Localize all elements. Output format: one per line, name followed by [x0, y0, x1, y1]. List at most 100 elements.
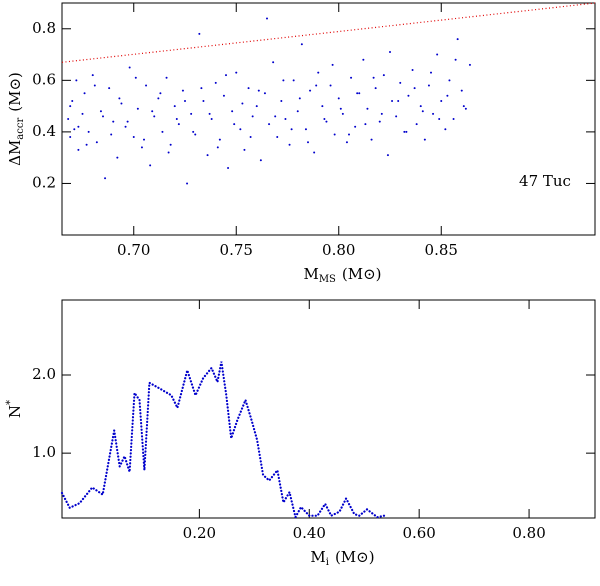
- x-tick-label: 0.75: [220, 241, 253, 259]
- scatter-point: [190, 112, 193, 115]
- scatter-point: [296, 110, 299, 113]
- x-tick-label: 0.80: [512, 524, 545, 542]
- scatter-point: [378, 120, 381, 123]
- scatter-point: [395, 115, 398, 118]
- scatter-point: [331, 63, 334, 66]
- scatter-point: [77, 148, 80, 151]
- label-unit: (M⊙): [335, 548, 375, 566]
- y-tick-label: 2.0: [32, 365, 56, 383]
- scatter-point: [366, 107, 369, 110]
- scatter-point: [198, 32, 201, 35]
- scatter-point: [397, 99, 400, 102]
- label-unit: (M⊙): [6, 72, 24, 112]
- label-main: ΔM: [6, 140, 24, 166]
- scatter-point: [339, 107, 342, 110]
- scatter-point: [241, 102, 244, 105]
- label-main: M: [310, 548, 325, 566]
- scatter-point: [99, 110, 102, 113]
- scatter-point: [337, 97, 340, 100]
- scatter-point: [161, 130, 164, 133]
- scatter-point: [370, 138, 373, 141]
- scatter-point: [399, 81, 402, 84]
- scatter-point: [446, 94, 449, 97]
- scatter-point: [124, 125, 127, 128]
- scatter-point: [235, 71, 238, 74]
- scatter-point: [87, 130, 90, 133]
- scatter-point: [173, 105, 176, 108]
- x-tick-label: 0.70: [117, 241, 150, 259]
- scatter-point: [255, 105, 258, 108]
- scatter-point: [251, 115, 254, 118]
- scatter-point: [134, 76, 137, 79]
- scatter-point: [233, 123, 236, 126]
- scatter-point: [184, 99, 186, 102]
- scatter-point: [454, 58, 457, 61]
- y-tick-label: 0.4: [32, 122, 56, 140]
- scatter-point: [120, 102, 123, 105]
- scatter-point: [214, 81, 217, 84]
- plot-frame: [61, 299, 596, 519]
- scatter-point: [307, 141, 309, 144]
- scatter-point: [143, 138, 145, 141]
- y-tick-label: 0.2: [32, 173, 56, 191]
- scatter-point: [132, 136, 135, 139]
- scatter-point: [136, 107, 139, 110]
- x-tick-label: 0.80: [322, 241, 355, 259]
- scatter-point: [186, 182, 189, 185]
- scatter-point: [194, 133, 197, 136]
- scatter-point: [315, 84, 318, 87]
- scatter-point: [75, 79, 78, 82]
- scatter-point: [423, 138, 426, 141]
- scatter-point: [175, 118, 178, 120]
- scatter-point: [419, 105, 422, 108]
- scatter-point: [257, 89, 260, 92]
- scatter-point: [69, 105, 72, 108]
- y-axis-label: N*: [5, 400, 25, 418]
- scatter-point: [348, 133, 350, 136]
- scatter-point: [430, 71, 432, 74]
- scatter-point: [325, 120, 328, 123]
- scatter-point: [157, 97, 160, 100]
- scatter-point: [292, 79, 295, 82]
- scatter-point: [382, 74, 385, 77]
- scatter-point: [192, 130, 195, 133]
- scatter-point: [333, 133, 336, 136]
- scatter-point: [362, 58, 365, 61]
- scatter-point: [67, 118, 70, 120]
- scatter-point: [432, 112, 435, 115]
- scatter-point: [411, 69, 414, 72]
- scatter-point: [108, 87, 111, 90]
- scatter-point: [239, 128, 242, 131]
- scatter-point: [210, 118, 213, 120]
- scatter-point: [231, 110, 234, 113]
- scatter-point: [407, 94, 410, 97]
- scatter-point: [462, 105, 465, 108]
- scatter-point: [354, 125, 357, 128]
- scatter-point: [81, 112, 84, 115]
- scatter-point: [321, 105, 324, 108]
- x-tick-label: 0.20: [183, 524, 216, 542]
- x-tick-label: 0.60: [402, 524, 435, 542]
- scatter-point: [140, 146, 143, 149]
- scatter-point: [341, 112, 344, 115]
- scatter-point: [274, 115, 277, 118]
- scatter-point: [208, 112, 211, 115]
- scatter-point: [249, 136, 252, 139]
- scatter-point: [421, 110, 424, 113]
- series-line: [60, 361, 386, 521]
- scatter-point: [413, 87, 416, 90]
- scatter-point: [364, 123, 367, 126]
- scatter-point: [110, 133, 113, 136]
- label-sub: i: [326, 557, 329, 568]
- scatter-point: [313, 151, 316, 154]
- scatter-point: [309, 89, 312, 92]
- scatter-point: [374, 87, 377, 90]
- scatter-point: [91, 74, 94, 77]
- scatter-point: [372, 76, 375, 79]
- scatter-point: [415, 123, 418, 126]
- scatter-point: [460, 89, 463, 92]
- scatter-point: [464, 107, 467, 110]
- scatter-point: [405, 130, 408, 133]
- scatter-point: [403, 130, 406, 133]
- scatter-point: [448, 79, 451, 82]
